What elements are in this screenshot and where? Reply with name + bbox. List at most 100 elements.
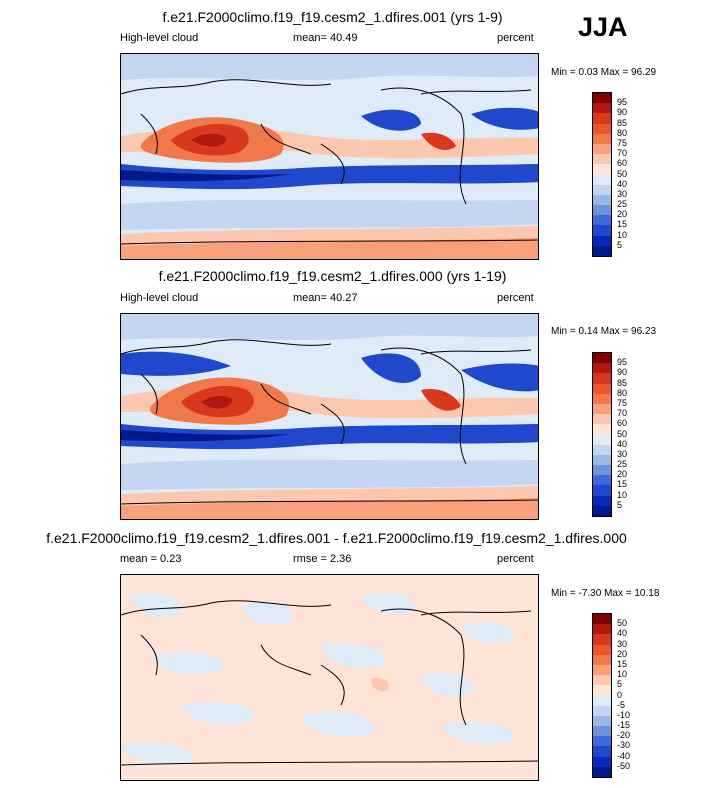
colorbar-swatch — [593, 495, 611, 506]
colorbar-swatch — [593, 113, 611, 124]
panel-2-colorbar — [592, 352, 612, 517]
colorbar-swatch — [593, 695, 611, 706]
colorbar-tick-label: 5 — [617, 679, 623, 690]
colorbar-swatch — [593, 143, 611, 155]
colorbar-swatch — [593, 505, 611, 516]
panel-1-mean-label: mean= 40.49 — [293, 32, 358, 44]
colorbar-tick-label: 25 — [617, 199, 628, 210]
colorbar-tick-label: 5 — [617, 239, 623, 250]
colorbar-tick-label: 20 — [617, 209, 628, 220]
colorbar-swatch — [593, 434, 611, 445]
colorbar-swatch — [593, 756, 611, 767]
colorbar-tick-label: 95 — [617, 357, 628, 368]
colorbar-tick-label: 30 — [617, 188, 628, 199]
colorbar-swatch — [593, 424, 611, 435]
colorbar-swatch — [593, 383, 611, 394]
colorbar-swatch — [593, 444, 611, 455]
colorbar-swatch — [593, 634, 611, 645]
colorbar-swatch — [593, 746, 611, 757]
colorbar-tick-label: -30 — [617, 740, 631, 751]
colorbar-swatch — [593, 485, 611, 496]
colorbar-tick-label: 80 — [617, 387, 628, 398]
colorbar-tick-label: 85 — [617, 377, 628, 388]
panel-1-units-label: percent — [497, 32, 534, 44]
panel-2-units-label: percent — [497, 292, 534, 304]
colorbar-tick-label: -5 — [617, 699, 626, 710]
colorbar-swatch — [593, 245, 611, 256]
colorbar-tick-label: -10 — [617, 709, 631, 720]
panel-2-minmax: Min = 0.14 Max = 96.23 — [551, 326, 657, 337]
colorbar-tick-label: 30 — [617, 448, 628, 459]
panel-1-map — [120, 53, 539, 260]
colorbar-tick-label: 40 — [617, 438, 628, 449]
panel-2-map — [120, 313, 539, 520]
colorbar-swatch — [593, 705, 611, 716]
colorbar-swatch — [593, 766, 611, 777]
colorbar-swatch — [593, 123, 611, 134]
colorbar-tick-label: 50 — [617, 168, 628, 179]
panel-1-title: f.e21.F2000climo.f19_f19.cesm2_1.dfires.… — [162, 9, 503, 25]
panel-3-minmax: Min = -7.30 Max = 10.18 — [551, 588, 660, 599]
colorbar-tick-label: 70 — [617, 408, 628, 419]
colorbar-swatch — [593, 225, 611, 236]
panel-2-title: f.e21.F2000climo.f19_f19.cesm2_1.dfires.… — [158, 268, 507, 284]
colorbar-swatch — [593, 685, 611, 696]
colorbar-tick-label: 70 — [617, 148, 628, 159]
colorbar-tick-label: 15 — [617, 479, 628, 490]
colorbar-tick-label: 75 — [617, 397, 628, 408]
colorbar-tick-label: 40 — [617, 628, 628, 639]
colorbar-tick-label: -50 — [617, 760, 631, 771]
colorbar-swatch — [593, 235, 611, 246]
panel-1-minmax: Min = 0.03 Max = 96.29 — [551, 67, 657, 78]
colorbar-tick-label: 50 — [617, 618, 628, 629]
panel-3-map — [120, 574, 539, 781]
colorbar-swatch — [593, 205, 611, 216]
colorbar-swatch — [593, 614, 611, 625]
panel-1-left-label: High-level cloud — [120, 32, 199, 44]
colorbar-swatch — [593, 93, 611, 104]
colorbar-swatch — [593, 465, 611, 476]
colorbar-tick-label: 5 — [617, 499, 623, 510]
colorbar-tick-label: 10 — [617, 229, 628, 240]
panel-3-title: f.e21.F2000climo.f19_f19.cesm2_1.dfires.… — [46, 530, 627, 546]
colorbar-tick-label: 40 — [617, 178, 628, 189]
colorbar-tick-label: 80 — [617, 127, 628, 138]
colorbar-tick-label: 30 — [617, 638, 628, 649]
colorbar-swatch — [593, 644, 611, 655]
colorbar-tick-label: 85 — [617, 117, 628, 128]
panel-3-rmse-label: rmse = 2.36 — [293, 553, 352, 565]
colorbar-swatch — [593, 736, 611, 747]
colorbar-tick-label: 60 — [617, 418, 628, 429]
colorbar-swatch — [593, 215, 611, 226]
colorbar-swatch — [593, 133, 611, 144]
colorbar-tick-label: 60 — [617, 158, 628, 169]
colorbar-tick-label: 15 — [617, 219, 628, 230]
colorbar-swatch — [593, 726, 611, 737]
colorbar-swatch — [593, 174, 611, 185]
panel-3-colorbar — [592, 613, 612, 778]
colorbar-swatch — [593, 475, 611, 486]
colorbar-tick-label: 90 — [617, 107, 628, 118]
colorbar-tick-label: 90 — [617, 367, 628, 378]
colorbar-tick-label: 95 — [617, 97, 628, 108]
colorbar-swatch — [593, 403, 611, 415]
colorbar-swatch — [593, 715, 611, 727]
colorbar-swatch — [593, 164, 611, 175]
colorbar-tick-label: 25 — [617, 459, 628, 470]
colorbar-swatch — [593, 454, 611, 466]
colorbar-swatch — [593, 675, 611, 686]
colorbar-swatch — [593, 393, 611, 404]
colorbar-swatch — [593, 654, 611, 665]
colorbar-tick-label: 75 — [617, 137, 628, 148]
colorbar-swatch — [593, 373, 611, 384]
panel-3-units-label: percent — [497, 553, 534, 565]
colorbar-tick-label: 20 — [617, 469, 628, 480]
colorbar-tick-label: -20 — [617, 730, 631, 741]
panel-3-mean-label: mean = 0.23 — [120, 553, 182, 565]
colorbar-tick-label: 20 — [617, 648, 628, 659]
colorbar-swatch — [593, 353, 611, 364]
panel-2-left-label: High-level cloud — [120, 292, 199, 304]
colorbar-swatch — [593, 154, 611, 165]
colorbar-swatch — [593, 363, 611, 374]
colorbar-tick-label: 10 — [617, 489, 628, 500]
